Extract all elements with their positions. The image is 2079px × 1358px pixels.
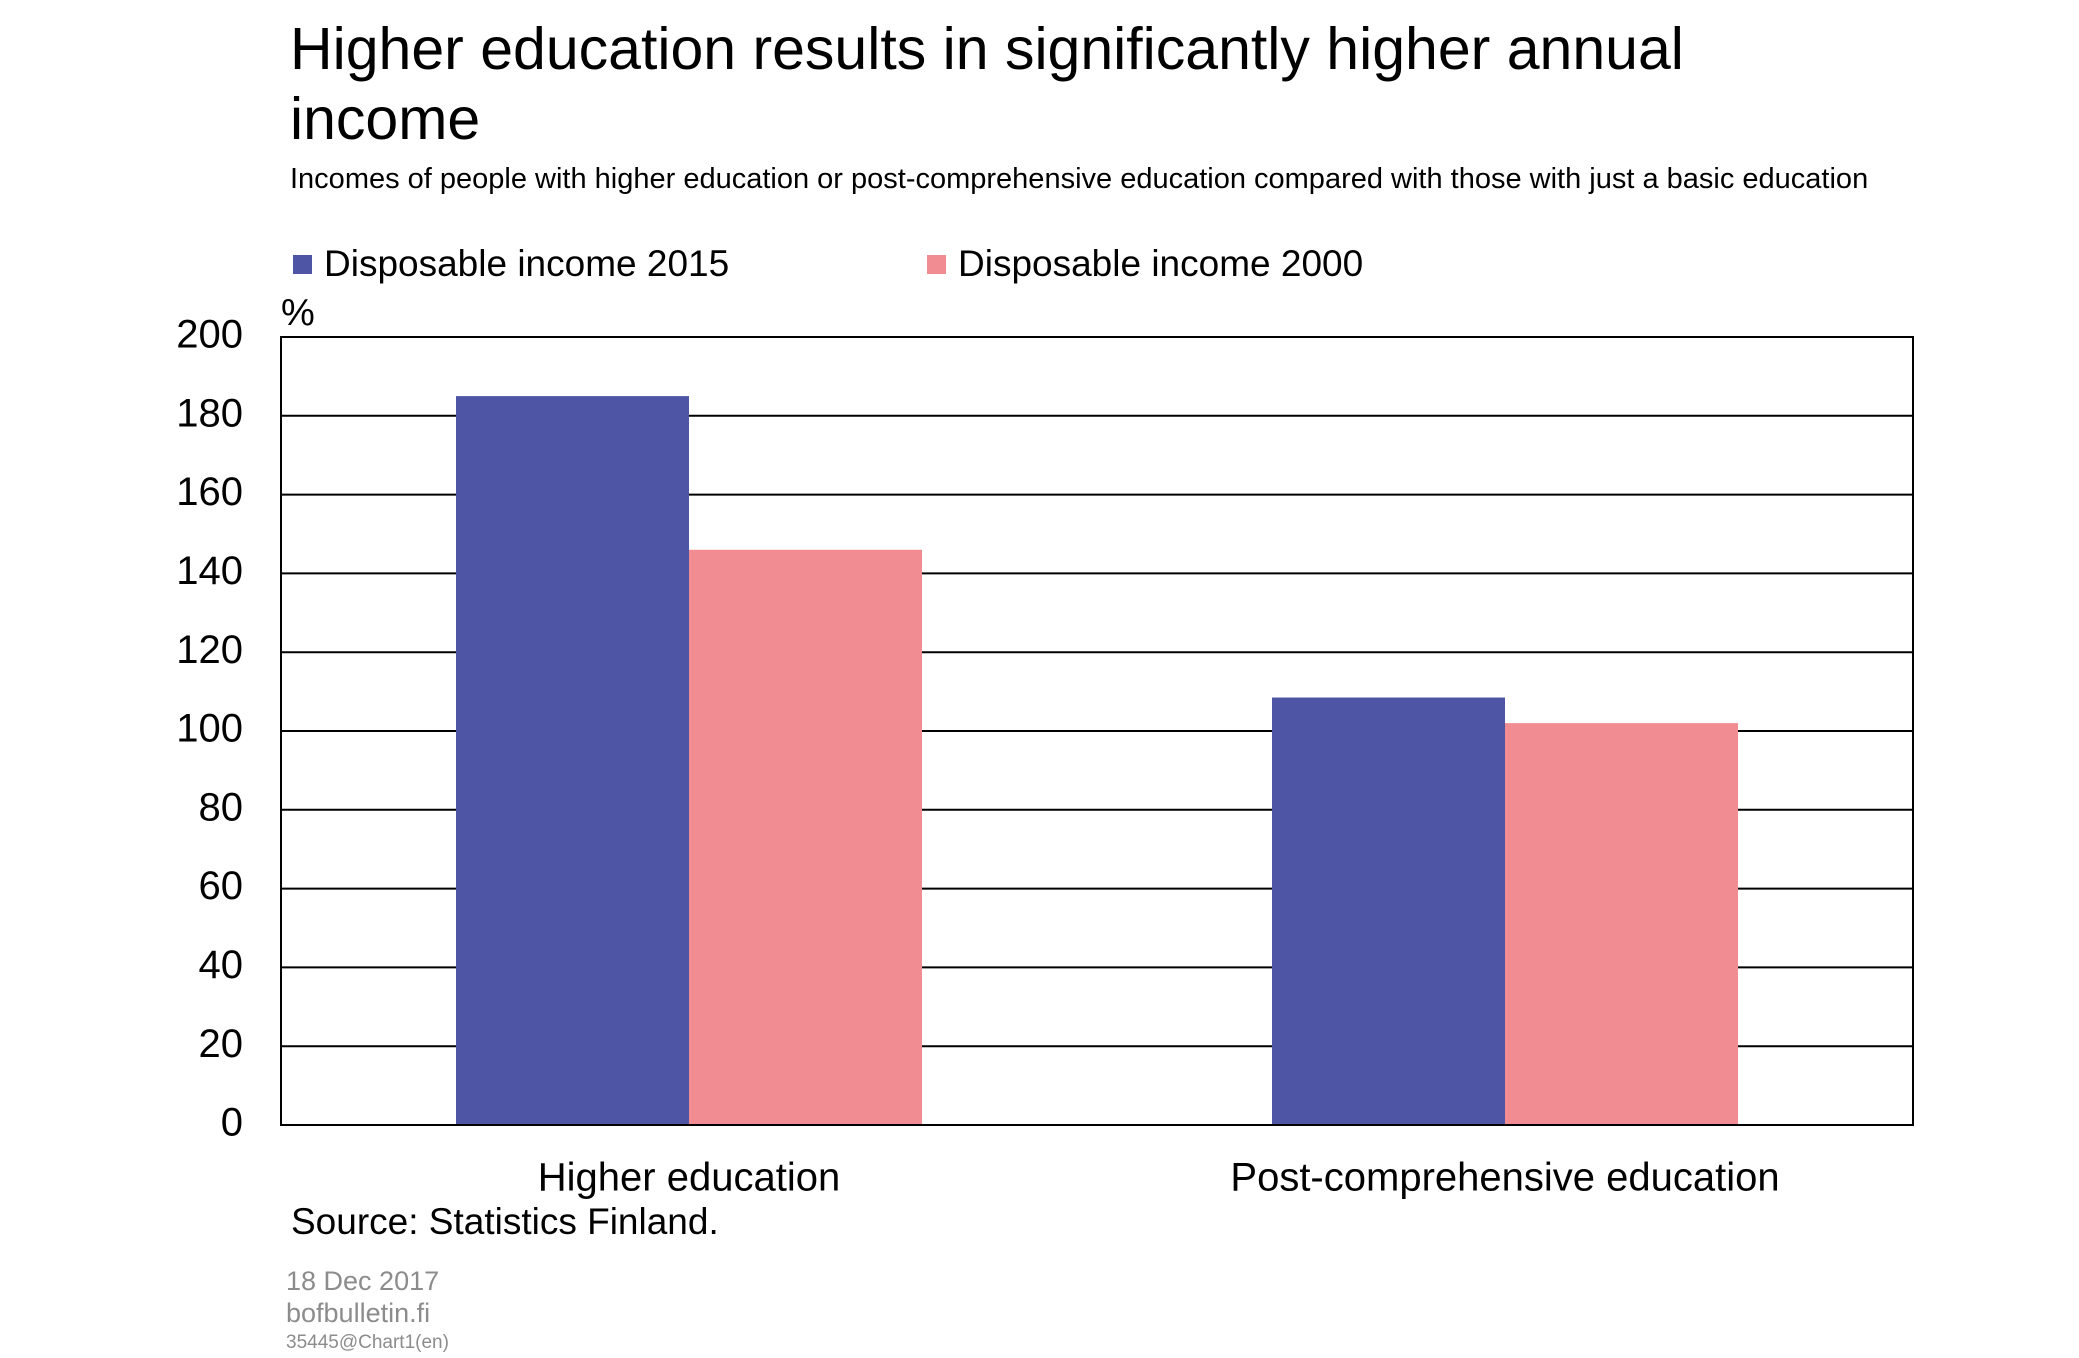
y-tick-label: 140 <box>176 549 243 593</box>
y-tick-label: 100 <box>176 707 243 751</box>
y-tick-label: 80 <box>199 785 244 829</box>
legend-swatch <box>293 255 312 274</box>
y-tick-label: 40 <box>199 943 244 987</box>
y-tick-label: 20 <box>199 1022 244 1066</box>
chart-id: 35445@Chart1(en) <box>286 1332 449 1353</box>
chart-subtitle: Incomes of people with higher education … <box>290 163 1869 195</box>
bar <box>689 549 922 1125</box>
site: bofbulletin.fi <box>286 1298 430 1328</box>
bar <box>456 396 689 1126</box>
bar <box>1272 697 1505 1125</box>
y-tick-label: 160 <box>176 470 243 514</box>
legend-label: Disposable income 2015 <box>324 243 729 284</box>
bar <box>1505 723 1738 1125</box>
source: Source: Statistics Finland. <box>291 1201 719 1242</box>
y-tick-label: 0 <box>221 1101 243 1145</box>
y-tick-label: 200 <box>176 313 243 357</box>
date: 18 Dec 2017 <box>286 1266 439 1296</box>
y-tick-label: 60 <box>199 864 244 908</box>
x-tick-label: Higher education <box>538 1156 840 1200</box>
x-tick-label: Post-comprehensive education <box>1230 1156 1779 1200</box>
y-axis-label: % <box>281 292 315 334</box>
chart-title: Higher education results in significantl… <box>290 16 1684 152</box>
y-tick-label: 180 <box>176 391 243 435</box>
y-tick-label: 120 <box>176 628 243 672</box>
legend-label: Disposable income 2000 <box>958 243 1363 284</box>
legend-swatch <box>927 255 946 274</box>
plot-frame <box>280 336 1914 1126</box>
